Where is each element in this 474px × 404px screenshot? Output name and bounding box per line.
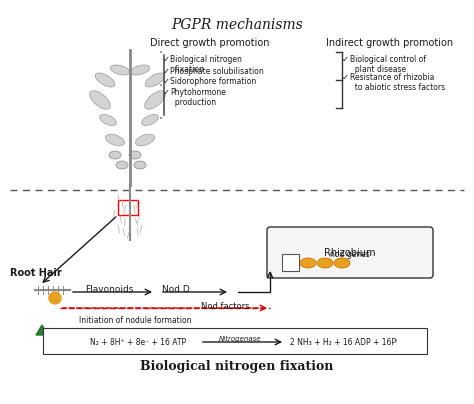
Text: PGPR mechanisms: PGPR mechanisms <box>171 18 303 32</box>
Ellipse shape <box>136 134 155 146</box>
FancyBboxPatch shape <box>267 227 433 278</box>
Text: N₂ + 8H⁺ + 8e⁻ + 16 ATP: N₂ + 8H⁺ + 8e⁻ + 16 ATP <box>90 338 186 347</box>
Text: ✓: ✓ <box>163 67 170 76</box>
Ellipse shape <box>134 161 146 169</box>
Text: Phytohormone
  production: Phytohormone production <box>170 88 226 107</box>
Ellipse shape <box>317 258 333 268</box>
Text: Root Hair: Root Hair <box>10 268 62 278</box>
Ellipse shape <box>109 151 121 159</box>
Ellipse shape <box>145 73 165 87</box>
Text: ✓: ✓ <box>163 88 170 97</box>
Text: Biological nitrogen
  fixation: Biological nitrogen fixation <box>170 55 242 74</box>
Text: ✓: ✓ <box>163 77 170 86</box>
FancyBboxPatch shape <box>282 254 299 271</box>
Ellipse shape <box>334 258 350 268</box>
Ellipse shape <box>90 91 110 109</box>
Ellipse shape <box>130 65 150 75</box>
Text: Flavonoids: Flavonoids <box>85 285 133 294</box>
Text: Phosphate solubilisation: Phosphate solubilisation <box>170 67 264 76</box>
Ellipse shape <box>110 65 130 75</box>
Text: Nod D: Nod D <box>162 285 190 294</box>
Text: Direct growth promotion: Direct growth promotion <box>150 38 270 48</box>
Ellipse shape <box>129 151 141 159</box>
Text: Nod factors: Nod factors <box>201 302 250 311</box>
Ellipse shape <box>100 114 117 126</box>
Ellipse shape <box>95 73 115 87</box>
Ellipse shape <box>142 114 158 126</box>
Text: Nitrogenase: Nitrogenase <box>219 336 261 342</box>
Text: nod genes: nod genes <box>330 250 370 259</box>
Text: Biological nitrogen fixation: Biological nitrogen fixation <box>140 360 334 373</box>
Text: ✓: ✓ <box>342 73 349 82</box>
FancyBboxPatch shape <box>43 328 427 354</box>
Text: ✓: ✓ <box>342 55 349 64</box>
Text: ✓: ✓ <box>163 55 170 64</box>
Text: Initiation of nodule formation: Initiation of nodule formation <box>79 316 191 325</box>
Circle shape <box>49 292 61 304</box>
Text: Biological control of
  plant disease: Biological control of plant disease <box>350 55 426 74</box>
Ellipse shape <box>300 258 316 268</box>
Text: Sidorophore formation: Sidorophore formation <box>170 77 256 86</box>
Ellipse shape <box>145 91 165 109</box>
Text: Resistance of rhizobia
  to abiotic stress factors: Resistance of rhizobia to abiotic stress… <box>350 73 445 93</box>
Text: Indirect growth promotion: Indirect growth promotion <box>327 38 454 48</box>
Polygon shape <box>36 325 48 335</box>
Text: 2 NH₃ + H₂ + 16 ADP + 16Pᴵ: 2 NH₃ + H₂ + 16 ADP + 16Pᴵ <box>290 338 397 347</box>
Ellipse shape <box>105 134 125 146</box>
Ellipse shape <box>116 161 128 169</box>
Text: Rhizobium: Rhizobium <box>324 248 376 258</box>
